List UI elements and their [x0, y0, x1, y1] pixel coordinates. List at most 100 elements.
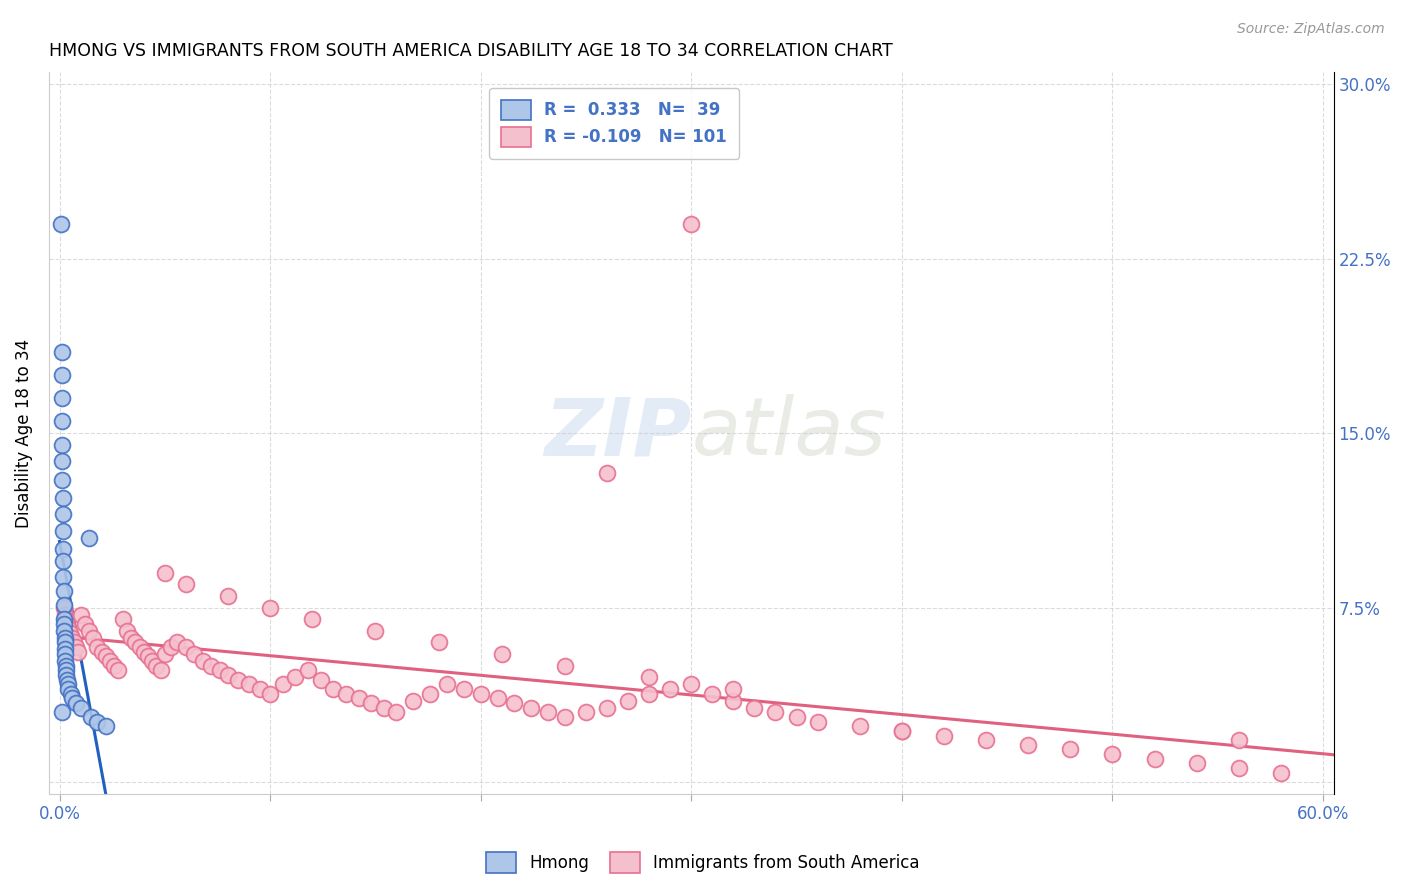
- Point: [1185, 756, 1208, 771]
- Point: [52, 542, 75, 557]
- Point: [94, 719, 117, 733]
- Point: [86, 714, 108, 729]
- Point: [1143, 752, 1166, 766]
- Point: [596, 466, 619, 480]
- Point: [1270, 765, 1292, 780]
- Point: [141, 654, 163, 668]
- Point: [681, 217, 703, 231]
- Point: [52, 584, 75, 599]
- Point: [107, 664, 129, 678]
- Point: [52, 570, 75, 584]
- Point: [56, 677, 79, 691]
- Point: [69, 700, 91, 714]
- Point: [149, 664, 172, 678]
- Point: [86, 640, 108, 654]
- Point: [890, 723, 912, 738]
- Point: [52, 524, 75, 538]
- Point: [259, 600, 281, 615]
- Point: [554, 658, 576, 673]
- Legend: R =  0.333   N=  39, R = -0.109   N= 101: R = 0.333 N= 39, R = -0.109 N= 101: [489, 88, 740, 159]
- Point: [174, 640, 197, 654]
- Point: [55, 668, 77, 682]
- Y-axis label: Disability Age 18 to 34: Disability Age 18 to 34: [15, 338, 32, 527]
- Point: [436, 677, 458, 691]
- Point: [52, 508, 75, 522]
- Point: [402, 693, 425, 707]
- Point: [51, 414, 73, 428]
- Point: [217, 668, 239, 682]
- Point: [681, 677, 703, 691]
- Point: [166, 635, 188, 649]
- Point: [51, 368, 73, 382]
- Point: [55, 673, 77, 687]
- Point: [284, 670, 307, 684]
- Point: [53, 642, 76, 657]
- Point: [55, 658, 77, 673]
- Point: [51, 391, 73, 405]
- Point: [503, 696, 526, 710]
- Point: [596, 700, 619, 714]
- Point: [60, 687, 83, 701]
- Point: [174, 577, 197, 591]
- Point: [51, 344, 73, 359]
- Point: [60, 691, 83, 706]
- Point: [744, 700, 766, 714]
- Point: [575, 705, 598, 719]
- Point: [301, 612, 323, 626]
- Legend: Hmong, Immigrants from South America: Hmong, Immigrants from South America: [479, 846, 927, 880]
- Point: [1227, 733, 1250, 747]
- Point: [145, 658, 167, 673]
- Point: [1017, 738, 1039, 752]
- Point: [554, 710, 576, 724]
- Point: [153, 566, 176, 580]
- Point: [347, 691, 370, 706]
- Point: [58, 681, 80, 696]
- Point: [335, 687, 357, 701]
- Point: [419, 687, 441, 701]
- Point: [1059, 742, 1081, 756]
- Point: [238, 677, 260, 691]
- Point: [309, 673, 332, 687]
- Point: [53, 616, 76, 631]
- Point: [491, 647, 513, 661]
- Point: [55, 612, 77, 626]
- Point: [56, 616, 79, 631]
- Point: [73, 616, 96, 631]
- Point: [807, 714, 830, 729]
- Point: [59, 626, 82, 640]
- Point: [385, 705, 408, 719]
- Point: [322, 681, 344, 696]
- Point: [848, 719, 870, 733]
- Point: [53, 647, 76, 661]
- Point: [470, 687, 492, 701]
- Point: [974, 733, 997, 747]
- Point: [52, 600, 75, 615]
- Point: [364, 624, 387, 638]
- Point: [124, 635, 146, 649]
- Point: [69, 607, 91, 622]
- Point: [228, 673, 250, 687]
- Point: [1227, 761, 1250, 775]
- Point: [786, 710, 808, 724]
- Point: [52, 554, 75, 568]
- Point: [53, 607, 76, 622]
- Point: [702, 687, 724, 701]
- Point: [890, 723, 912, 738]
- Point: [80, 710, 103, 724]
- Point: [111, 612, 134, 626]
- Point: [191, 654, 214, 668]
- Point: [53, 624, 76, 638]
- Point: [1101, 747, 1123, 761]
- Point: [373, 700, 395, 714]
- Point: [486, 691, 509, 706]
- Point: [659, 681, 682, 696]
- Point: [51, 438, 73, 452]
- Point: [51, 705, 73, 719]
- Point: [52, 491, 75, 506]
- Text: ZIP: ZIP: [544, 394, 692, 472]
- Point: [98, 654, 121, 668]
- Point: [90, 645, 112, 659]
- Point: [55, 664, 77, 678]
- Point: [52, 598, 75, 612]
- Point: [51, 454, 73, 468]
